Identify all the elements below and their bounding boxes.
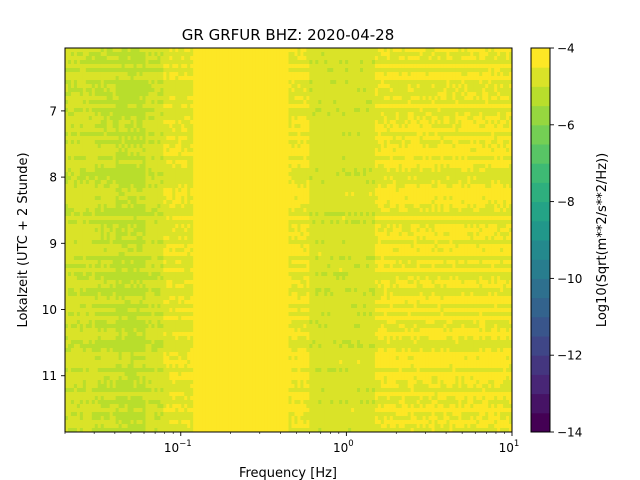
spectrogram-heatmap [65,48,513,433]
chart-title: GR GRFUR BHZ: 2020-04-28 [182,26,395,44]
